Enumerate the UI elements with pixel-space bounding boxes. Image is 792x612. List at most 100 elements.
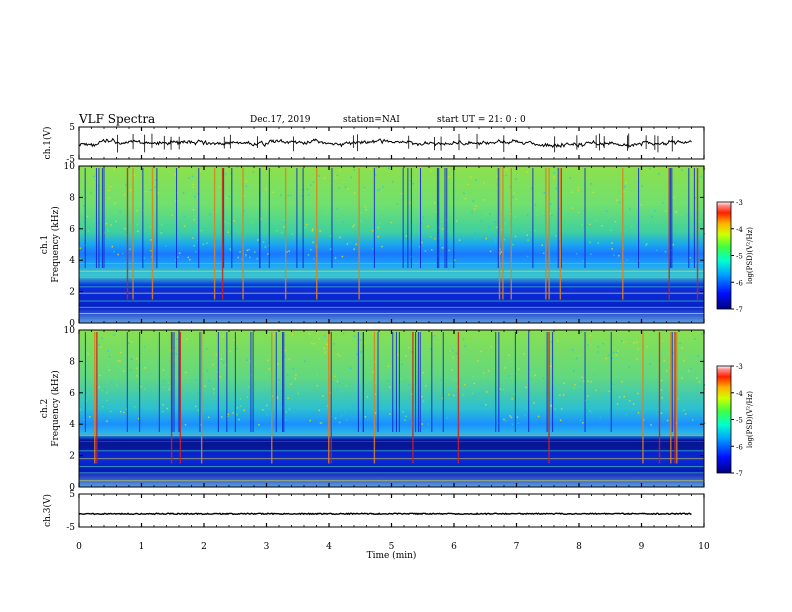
spectral-speckle [220, 358, 223, 361]
spectral-speckle [284, 349, 287, 352]
spectral-speckle [317, 331, 319, 334]
spectral-speckle [345, 385, 348, 388]
spectral-speckle [539, 403, 541, 406]
spectral-speckle [202, 243, 205, 245]
spectral-speckle [131, 346, 133, 348]
spectral-speckle [381, 245, 383, 248]
spectral-speckle [455, 220, 458, 223]
spectral-speckle [155, 179, 157, 181]
spectral-speckle [434, 396, 437, 399]
spectral-speckle [451, 350, 453, 352]
spectral-speckle [400, 377, 402, 380]
spectral-speckle [604, 398, 606, 400]
spectral-speckle [117, 360, 119, 362]
spectral-speckle [342, 332, 345, 335]
spectral-speckle [554, 387, 556, 390]
x-tick-label: 8 [576, 542, 582, 552]
spectral-speckle [455, 378, 458, 381]
spectral-speckle [134, 405, 136, 408]
spectral-speckle [280, 194, 282, 196]
spectral-speckle [532, 397, 535, 399]
spectral-speckle [102, 217, 104, 219]
spectral-speckle [520, 346, 523, 349]
spectral-speckle [494, 241, 497, 243]
spectral-speckle [305, 226, 307, 229]
spectral-speckle [352, 225, 354, 228]
spectral-speckle [555, 187, 558, 190]
spectral-speckle [666, 419, 669, 422]
spectral-speckle [327, 185, 329, 187]
spectral-speckle [599, 416, 602, 419]
spectral-speckle [196, 239, 199, 242]
spectral-speckle [237, 412, 239, 414]
spectral-speckle [297, 392, 300, 395]
spectral-speckle [513, 393, 515, 395]
spectral-speckle [166, 374, 168, 376]
spectral-speckle [599, 170, 602, 173]
spectral-speckle [100, 346, 102, 348]
spectral-speckle [86, 169, 88, 171]
spectral-speckle [265, 404, 268, 407]
spectral-speckle [83, 224, 86, 227]
spectral-speckle [533, 402, 535, 404]
spectral-speckle [515, 178, 517, 180]
spectral-speckle [229, 345, 231, 347]
spectral-speckle [344, 186, 347, 188]
spectral-speckle [338, 421, 341, 424]
spectral-speckle [163, 333, 166, 335]
spectral-speckle [354, 231, 357, 233]
spectral-speckle [391, 180, 394, 183]
spectral-speckle [318, 175, 320, 177]
spectral-speckle [387, 167, 390, 170]
spectral-speckle [463, 192, 465, 195]
spectral-speckle [187, 256, 190, 259]
spectral-speckle [614, 220, 617, 223]
spectral-speckle [338, 382, 341, 385]
spectral-speckle [345, 398, 348, 400]
spectral-speckle [608, 390, 611, 393]
spectral-speckle [689, 344, 691, 346]
spectral-speckle [339, 236, 341, 239]
spectral-speckle [430, 170, 432, 172]
spectral-speckle [238, 418, 240, 421]
spectral-speckle [256, 258, 259, 260]
spectral-speckle [379, 222, 381, 224]
spectral-speckle [535, 201, 537, 204]
spectral-speckle [578, 211, 580, 214]
spectral-speckle [401, 183, 404, 186]
spectral-speckle [265, 188, 267, 191]
spectral-speckle [341, 255, 344, 258]
spectral-speckle [664, 210, 667, 212]
spectral-speckle [377, 235, 380, 238]
spectral-speckle [246, 249, 249, 252]
spectral-speckle [107, 229, 109, 232]
spectral-speckle [571, 207, 574, 209]
spectral-speckle [98, 344, 100, 346]
spectral-speckle [389, 364, 392, 367]
colorbar-tick-label: -6 [736, 443, 743, 451]
spectral-speckle [338, 186, 340, 189]
spectral-speckle [371, 333, 373, 335]
spectral-speckle [108, 369, 111, 371]
spectral-speckle [162, 404, 164, 406]
spectral-speckle [562, 394, 565, 396]
spectral-speckle [592, 191, 594, 194]
spectral-speckle [174, 173, 176, 176]
spectral-speckle [467, 183, 469, 186]
spectral-speckle [85, 400, 87, 402]
y-tick-label: 0 [69, 319, 75, 329]
spectral-speckle [246, 396, 249, 398]
spectral-speckle [614, 346, 617, 349]
spectral-speckle [175, 200, 177, 202]
spectral-speckle [245, 255, 247, 257]
colorbar-tick-label: -6 [736, 279, 743, 287]
spectral-speckle [333, 343, 335, 345]
spectral-speckle [558, 208, 560, 210]
spectral-speckle [144, 235, 147, 238]
spectral-speckle [292, 350, 294, 352]
spectral-speckle [699, 168, 701, 170]
y-tick-label: 4 [69, 420, 75, 430]
spectral-speckle [323, 347, 325, 350]
spectral-speckle [570, 191, 573, 194]
spectral-speckle [658, 173, 660, 175]
